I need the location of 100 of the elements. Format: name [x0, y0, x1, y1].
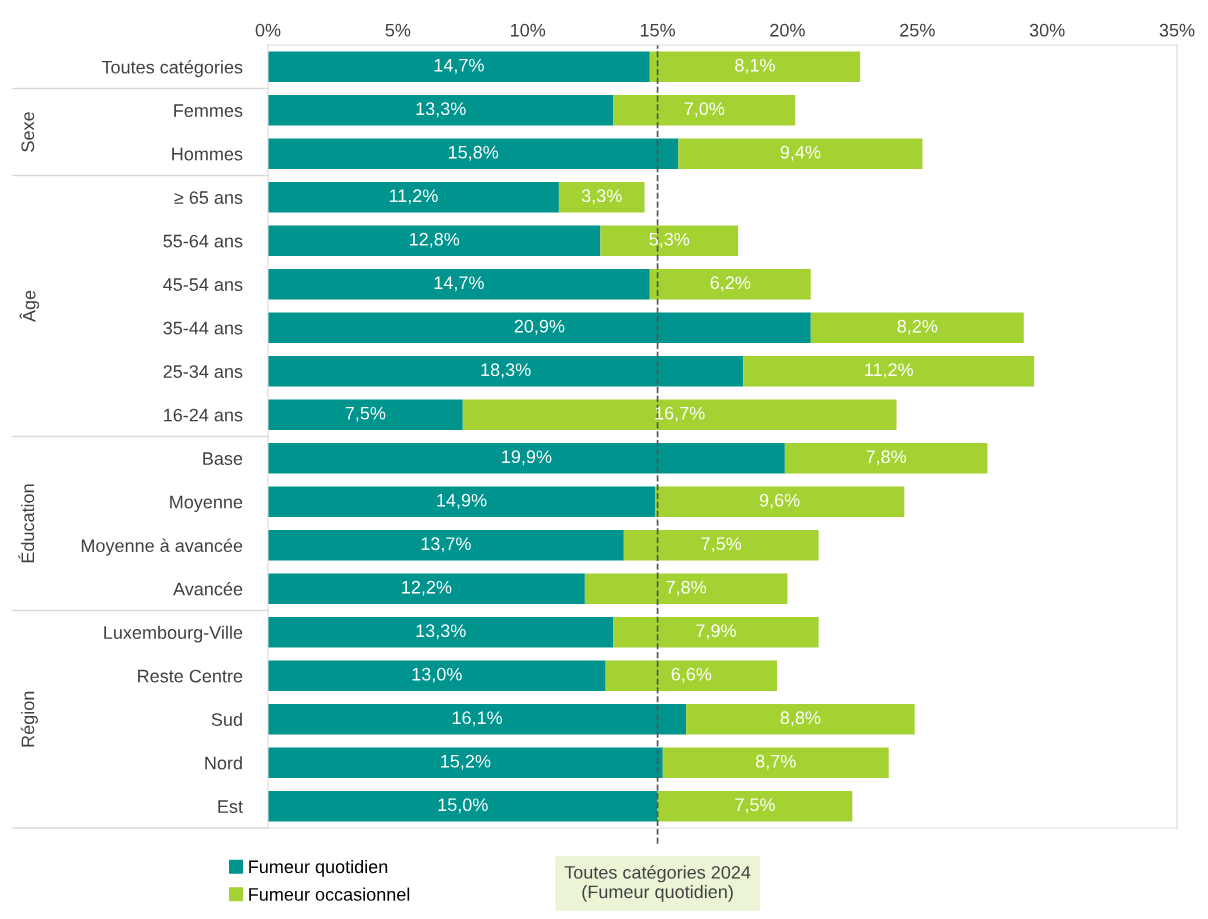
- data-label: 11,2%: [865, 363, 914, 379]
- bar: [613, 617, 819, 648]
- y-tick-label: 16-24 ans: [164, 408, 243, 422]
- data-label: 7,0%: [684, 102, 725, 118]
- bar: [784, 443, 988, 474]
- bar: [268, 530, 624, 561]
- data-label: 13,3%: [416, 624, 466, 640]
- data-label: 14,7%: [434, 58, 484, 74]
- data-label: 8,8%: [780, 711, 821, 727]
- data-label: 9,4%: [780, 145, 821, 161]
- data-label: 7,5%: [701, 537, 742, 553]
- bar: [268, 399, 463, 430]
- data-label: 3,3%: [581, 189, 622, 205]
- y-tick-label: Avancée: [173, 582, 243, 596]
- bar: [662, 747, 889, 778]
- data-label: 5,3%: [649, 232, 690, 248]
- bar: [268, 356, 744, 387]
- text: Âge: [19, 290, 40, 323]
- data-label: 9,6%: [759, 493, 800, 509]
- data-label: 12,2%: [402, 580, 452, 596]
- data-label: 12,8%: [410, 232, 460, 248]
- data-label: 16,1%: [452, 711, 503, 727]
- ref-line-label: Toutes catégories 2024 (Fumeur quotidien): [564, 865, 751, 902]
- bar: [686, 704, 915, 735]
- x-tick-label: 15%: [640, 23, 675, 37]
- bar: [268, 95, 614, 126]
- bar: [268, 704, 687, 735]
- bar: [268, 747, 663, 778]
- x-tick-label: 5%: [385, 23, 411, 37]
- data-label: 15,2%: [441, 754, 491, 770]
- bar: [613, 95, 796, 126]
- bar: [649, 51, 861, 82]
- bar: [654, 486, 905, 517]
- bar: [678, 138, 923, 169]
- data-label: 15,0%: [438, 798, 488, 814]
- bar: [268, 443, 785, 474]
- data-label: 16,7%: [655, 406, 705, 422]
- data-label: 8,7%: [755, 754, 796, 770]
- data-label: 14,7%: [434, 276, 484, 292]
- bar: [657, 791, 853, 822]
- data-label: 6,2%: [710, 276, 751, 292]
- data-label: 13,0%: [412, 667, 462, 683]
- x-tick-label: 20%: [770, 23, 805, 37]
- bar: [743, 356, 1035, 387]
- x-tick-label: 0%: [255, 23, 281, 37]
- bar: [623, 530, 819, 561]
- bar: [649, 269, 811, 300]
- bar: [268, 573, 585, 604]
- bar: [268, 182, 559, 213]
- data-label: 13,7%: [421, 537, 471, 553]
- y-tick-label: Moyenne à avancée: [81, 538, 243, 556]
- data-label: 14,9%: [437, 493, 487, 509]
- data-label: 8,1%: [735, 58, 775, 74]
- data-label: 7,5%: [345, 406, 386, 422]
- bar: [462, 399, 897, 430]
- y-tick-label: ≥ 65 ans: [174, 191, 243, 204]
- bar: [268, 791, 658, 822]
- y-tick-label: Nord: [205, 756, 242, 770]
- text: Sexe: [21, 112, 35, 152]
- bar: [558, 182, 645, 213]
- data-label: 19,9%: [502, 450, 552, 466]
- y-tick-label: Toutes catégories: [101, 60, 243, 78]
- bar: [268, 312, 811, 343]
- data-label: 15,8%: [448, 145, 499, 161]
- legend-label: Fumeur quotidien: [249, 859, 388, 877]
- x-tick-label: 10%: [511, 23, 546, 37]
- y-tick-label: Est: [218, 800, 243, 813]
- bar: [268, 617, 614, 648]
- data-label: 7,8%: [666, 580, 707, 596]
- data-label: 6,6%: [671, 667, 712, 683]
- data-label: 7,5%: [735, 798, 775, 814]
- x-tick-label: 30%: [1029, 23, 1065, 37]
- y-tick-label: Reste Centre: [138, 669, 243, 683]
- y-tick-label: Base: [203, 452, 243, 465]
- data-label: 7,9%: [696, 624, 736, 640]
- y-tick-label: Moyenne: [170, 495, 243, 513]
- data-label: 13,3%: [416, 102, 466, 118]
- y-tick-label: Femmes: [174, 104, 243, 117]
- y-tick-label: 55-64 ans: [163, 234, 243, 248]
- data-label: 18,3%: [481, 363, 531, 379]
- text: Région: [20, 691, 38, 747]
- bar: [268, 138, 679, 169]
- bar: [268, 51, 650, 82]
- bar: [268, 486, 655, 517]
- bar: [605, 660, 778, 691]
- text: Éducation: [18, 484, 35, 563]
- bar: [810, 312, 1024, 343]
- data-label: 8,2%: [897, 319, 938, 335]
- data-label: 20,9%: [514, 319, 565, 335]
- y-tick-label: 35-44 ans: [163, 321, 243, 335]
- y-tick-label: Luxembourg-Ville: [104, 625, 243, 643]
- bar: [268, 269, 650, 300]
- x-tick-label: 25%: [900, 23, 935, 37]
- bar: [600, 225, 739, 256]
- x-tick-label: 35%: [1159, 23, 1195, 37]
- y-tick-label: Hommes: [172, 147, 243, 161]
- y-tick-label: 25-34 ans: [163, 365, 243, 378]
- data-label: 11,2%: [389, 189, 438, 205]
- bar: [268, 660, 606, 691]
- y-tick-label: 45-54 ans: [163, 278, 243, 291]
